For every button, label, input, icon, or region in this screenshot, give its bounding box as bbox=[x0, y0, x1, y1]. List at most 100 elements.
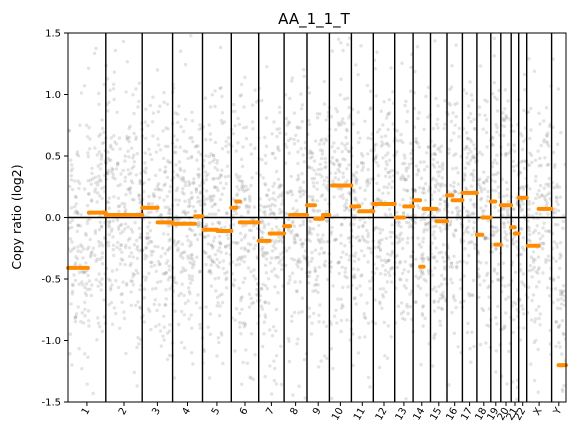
data-point bbox=[218, 86, 222, 91]
data-point bbox=[421, 304, 425, 308]
data-point bbox=[138, 337, 142, 342]
data-point bbox=[341, 117, 345, 121]
data-point bbox=[107, 302, 111, 307]
data-point bbox=[316, 274, 320, 278]
data-point bbox=[561, 226, 565, 230]
data-point bbox=[537, 111, 541, 115]
data-point bbox=[401, 246, 405, 251]
data-point bbox=[208, 105, 213, 109]
data-point bbox=[555, 199, 559, 204]
data-point bbox=[426, 145, 431, 149]
data-point bbox=[143, 151, 147, 155]
data-point bbox=[76, 154, 81, 158]
data-point bbox=[102, 298, 106, 302]
data-point bbox=[79, 91, 84, 95]
data-point bbox=[533, 320, 537, 324]
data-point bbox=[190, 135, 194, 140]
data-point bbox=[312, 184, 316, 189]
data-point bbox=[543, 156, 547, 160]
data-point bbox=[395, 171, 400, 175]
data-point bbox=[469, 213, 473, 217]
data-point bbox=[350, 25, 353, 28]
data-point bbox=[204, 262, 208, 267]
data-point bbox=[237, 286, 241, 291]
data-point bbox=[185, 234, 189, 238]
data-point bbox=[272, 120, 276, 124]
data-point bbox=[181, 177, 186, 181]
data-point bbox=[485, 323, 489, 327]
data-point bbox=[174, 150, 178, 155]
data-point bbox=[239, 258, 243, 262]
data-point bbox=[483, 236, 488, 240]
data-point bbox=[277, 185, 281, 190]
data-point bbox=[148, 239, 153, 244]
data-point bbox=[530, 268, 535, 272]
data-point bbox=[271, 196, 275, 201]
data-point bbox=[353, 190, 357, 194]
data-point bbox=[503, 284, 507, 288]
data-point bbox=[476, 275, 481, 279]
data-point bbox=[483, 113, 487, 118]
data-point bbox=[295, 178, 299, 182]
data-point bbox=[553, 207, 557, 211]
data-point bbox=[438, 149, 443, 154]
data-point bbox=[215, 161, 219, 165]
data-point bbox=[433, 143, 437, 147]
data-point bbox=[495, 161, 499, 165]
data-point bbox=[204, 137, 208, 142]
data-point bbox=[280, 194, 284, 198]
data-point bbox=[288, 96, 292, 101]
data-point bbox=[324, 186, 328, 190]
data-point bbox=[203, 170, 208, 174]
data-point bbox=[144, 246, 148, 250]
data-point bbox=[163, 205, 168, 209]
data-point bbox=[273, 366, 277, 371]
data-point bbox=[385, 185, 389, 190]
data-point bbox=[243, 75, 247, 80]
data-point bbox=[534, 269, 538, 274]
data-point bbox=[211, 212, 215, 216]
data-point bbox=[176, 120, 180, 125]
data-point bbox=[125, 136, 130, 140]
data-point bbox=[345, 96, 350, 100]
data-point bbox=[382, 185, 386, 189]
data-point bbox=[122, 316, 127, 321]
data-point bbox=[518, 252, 522, 257]
data-point bbox=[490, 225, 495, 229]
y-tick-label: 1.5 bbox=[45, 29, 61, 40]
data-point bbox=[538, 237, 543, 241]
data-point bbox=[223, 175, 228, 179]
data-point bbox=[399, 225, 403, 229]
data-point bbox=[442, 259, 447, 264]
data-point bbox=[111, 147, 115, 151]
data-point bbox=[189, 196, 193, 201]
data-point bbox=[307, 225, 311, 230]
data-point bbox=[288, 189, 292, 193]
data-point bbox=[166, 127, 170, 131]
data-point bbox=[214, 212, 218, 216]
data-point bbox=[198, 232, 202, 237]
data-point bbox=[100, 329, 105, 334]
data-point bbox=[534, 308, 538, 312]
data-point bbox=[317, 223, 321, 228]
data-point bbox=[235, 185, 239, 189]
data-point bbox=[84, 282, 89, 286]
data-point bbox=[109, 300, 114, 305]
data-point bbox=[249, 143, 253, 147]
data-point bbox=[83, 314, 87, 318]
data-point bbox=[433, 152, 437, 157]
data-point bbox=[186, 299, 190, 303]
data-point bbox=[341, 157, 345, 161]
data-point bbox=[272, 378, 277, 383]
data-point bbox=[130, 197, 135, 202]
data-point bbox=[159, 213, 163, 217]
data-point bbox=[276, 291, 280, 295]
data-point bbox=[531, 257, 535, 261]
data-point bbox=[491, 233, 495, 238]
data-point bbox=[453, 298, 457, 303]
data-point bbox=[221, 406, 224, 409]
data-point bbox=[286, 138, 291, 143]
data-point bbox=[352, 259, 357, 263]
data-point bbox=[296, 139, 300, 143]
data-point bbox=[220, 192, 224, 196]
